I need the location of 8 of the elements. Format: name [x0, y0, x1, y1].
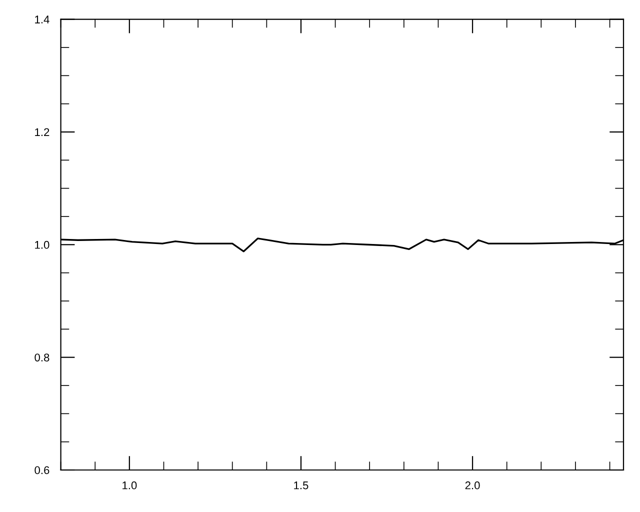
- x-tick-label: 2.0: [465, 481, 480, 490]
- x-tick-label: 1.0: [122, 481, 137, 490]
- y-tick-label: 0.8: [34, 354, 50, 362]
- y-tick-label: 0.6: [34, 466, 50, 474]
- y-tick-label: 1.4: [35, 16, 50, 24]
- y-tick-label: 1.2: [35, 128, 50, 136]
- x-tick-label: 1.5: [294, 482, 308, 490]
- y-tick-label: 1.0: [35, 240, 50, 249]
